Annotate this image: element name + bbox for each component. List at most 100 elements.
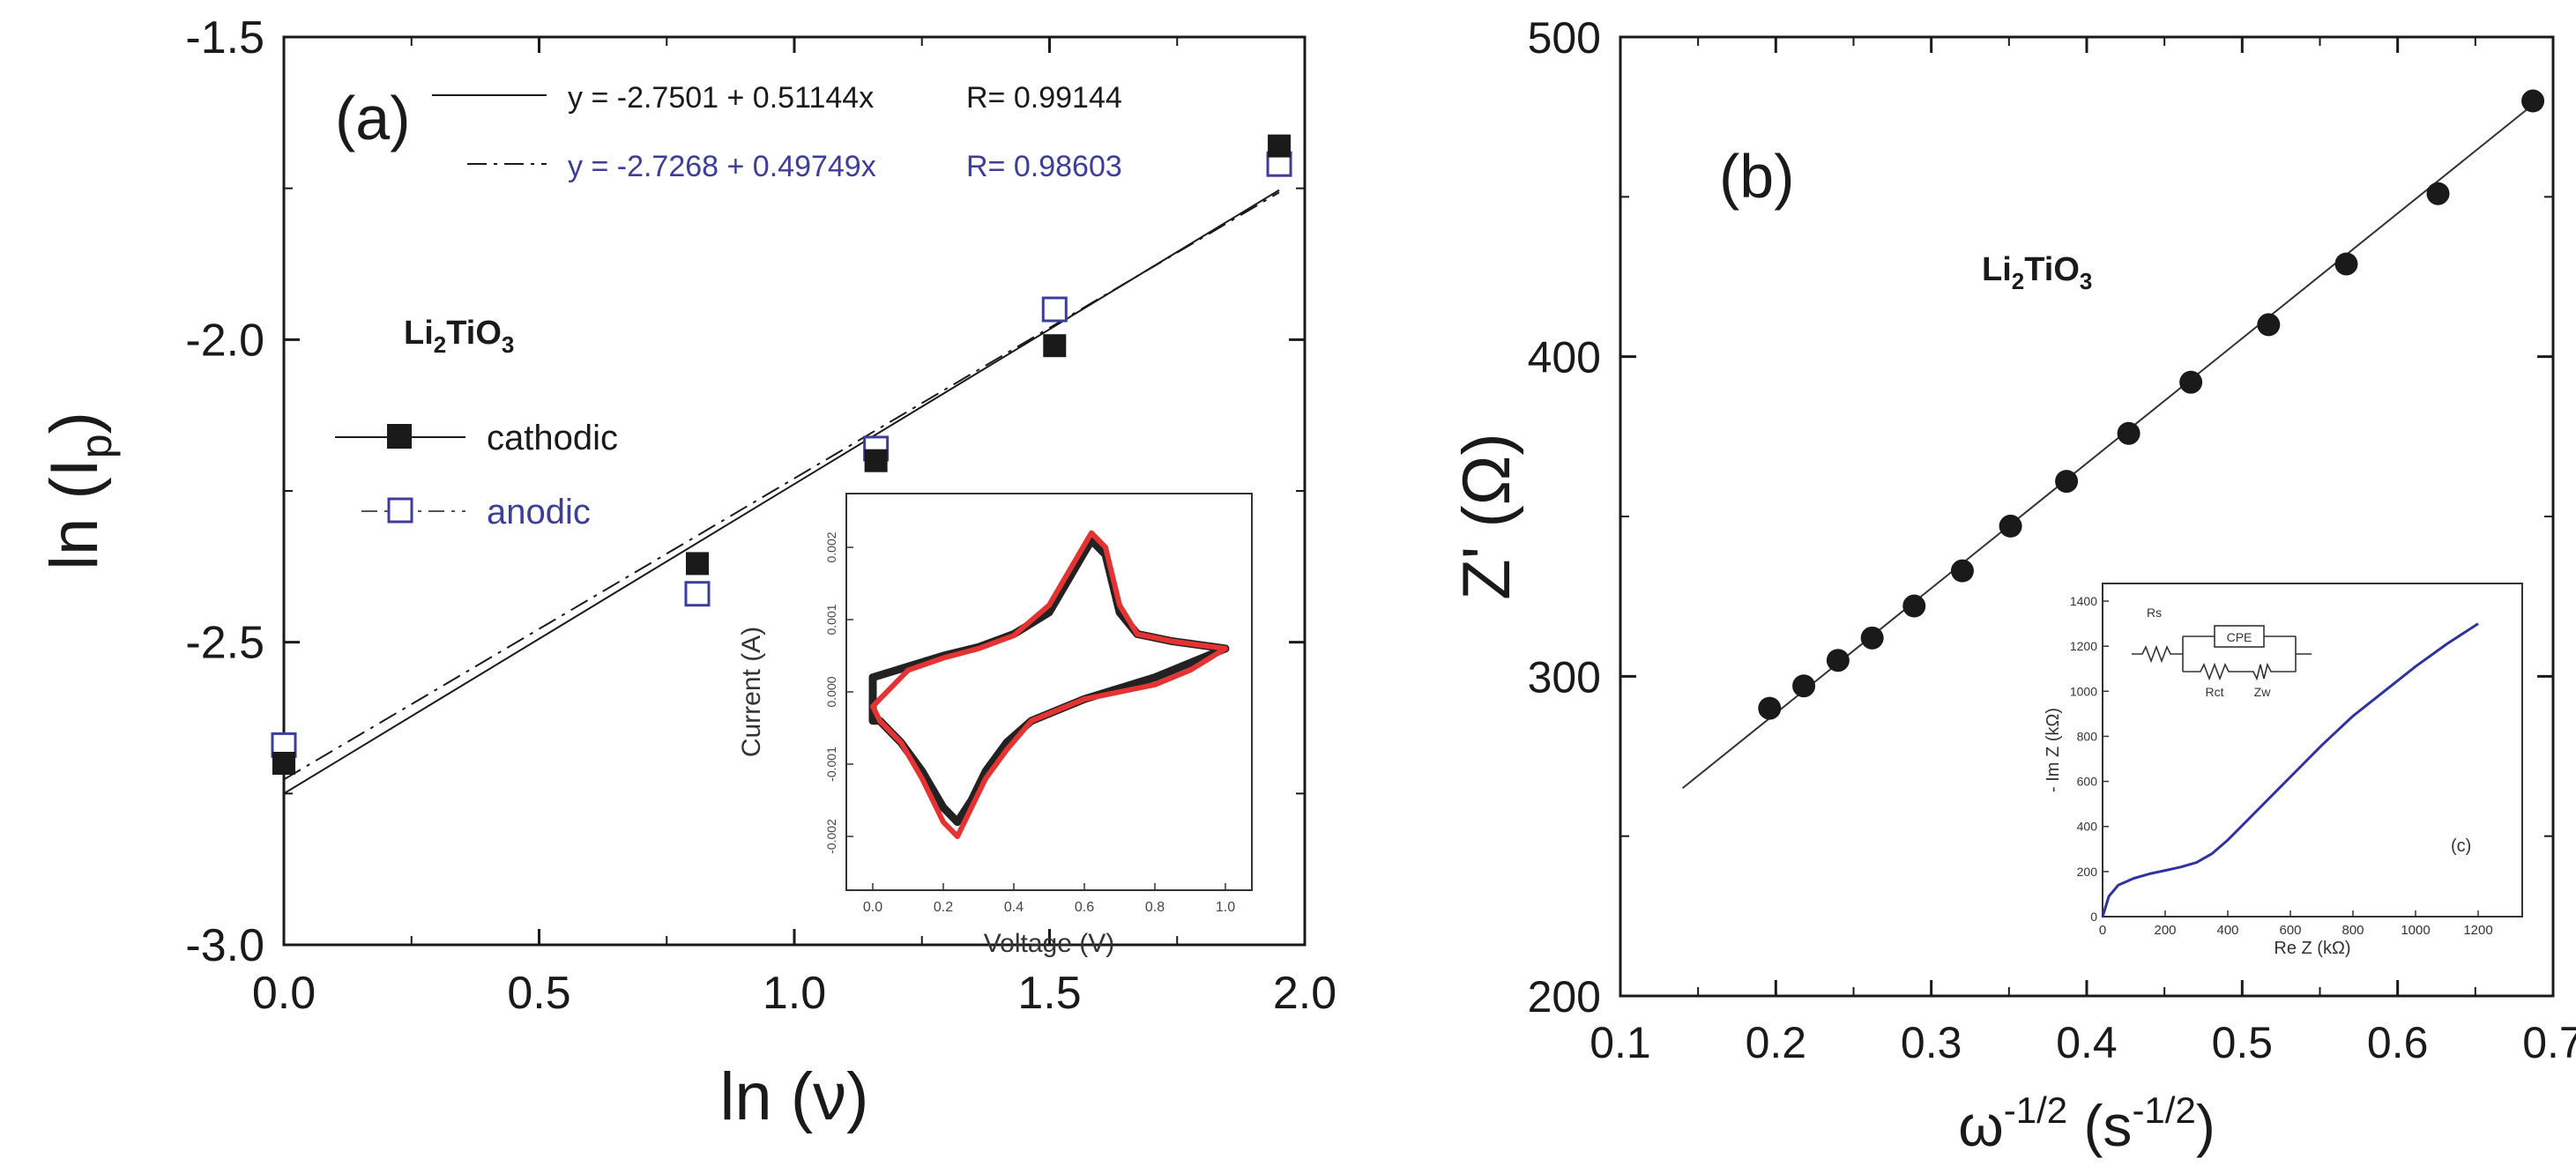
x-tick-label: 0.1 bbox=[1590, 1018, 1651, 1067]
y-tick-label: -3.0 bbox=[185, 920, 264, 971]
nyquist-inset-curve bbox=[2101, 622, 2479, 918]
cv-inset-x-tick-label: 0.0 bbox=[863, 900, 882, 915]
cv-inset-y-tick-label: -0.002 bbox=[824, 819, 838, 854]
fit-r-1: R= 0.99144 bbox=[966, 81, 1122, 115]
impedance-point bbox=[1792, 674, 1816, 698]
impedance-point bbox=[1860, 626, 1884, 650]
nyquist-inset-y-tick-label: 0 bbox=[2090, 910, 2097, 924]
nyquist-inset-x-tick-label: 800 bbox=[2341, 923, 2364, 938]
cv-inset-x-tick-label: 0.4 bbox=[1004, 900, 1024, 915]
nyquist-inset-y-tick-label: 600 bbox=[2077, 775, 2098, 789]
x-tick-label: 0.6 bbox=[2367, 1018, 2429, 1067]
nyquist-inset-x-axis-title: Re Z (kΩ) bbox=[2274, 939, 2350, 958]
impedance-point bbox=[1999, 514, 2022, 538]
panel-b-data-markers bbox=[1758, 89, 2545, 720]
x-tick-label: 0.2 bbox=[1746, 1018, 1807, 1067]
x-tick-label: 0.5 bbox=[507, 968, 570, 1019]
panel-a-label: (a) bbox=[335, 84, 411, 152]
legend-anodic-label: anodic bbox=[487, 493, 591, 531]
legend-cathodic-marker bbox=[387, 424, 412, 449]
cv-inset-x-tick-label: 1.0 bbox=[1216, 900, 1235, 915]
cv-inset-ticks bbox=[846, 546, 1226, 890]
panel-b-x-axis-title: ω-1/2 (s-1/2) bbox=[1958, 1089, 2215, 1158]
x-tick-label: 0.4 bbox=[2056, 1018, 2118, 1067]
panel-b-y-tick-labels: 200 300 400 500 bbox=[1528, 13, 1601, 1022]
x-tick-label: 0.5 bbox=[2212, 1018, 2274, 1067]
circuit-rct-resistor bbox=[2183, 662, 2245, 681]
panel-b-axis-ticks bbox=[1619, 35, 2555, 998]
y-tick-label: 400 bbox=[1528, 333, 1601, 383]
cathodic-point bbox=[272, 752, 295, 775]
panel-a-data-markers bbox=[271, 134, 1292, 775]
y-tick-label: -1.5 bbox=[185, 12, 264, 63]
fit-r-2: R= 0.98603 bbox=[966, 150, 1122, 183]
nyquist-inset-y-tick-label: 1000 bbox=[2070, 684, 2097, 698]
impedance-point bbox=[1950, 559, 1974, 583]
anodic-point bbox=[684, 581, 711, 607]
cathodic-point bbox=[1043, 334, 1067, 358]
impedance-point bbox=[2117, 421, 2140, 445]
nyquist-inset-x-tick-label: 400 bbox=[2216, 923, 2238, 938]
cv-inset-x-axis-title: Voltage (V) bbox=[984, 929, 1114, 958]
y-tick-label: 500 bbox=[1528, 13, 1601, 63]
x-tick-label: 0.7 bbox=[2522, 1018, 2576, 1067]
anodic-point bbox=[1041, 296, 1068, 323]
panel-b-compound-label: Li2TiO3 bbox=[1982, 251, 2092, 294]
panel-a-y-axis-title: ln (Ip) bbox=[37, 412, 121, 570]
impedance-point bbox=[1826, 649, 1850, 672]
circuit-zw-label: Zw bbox=[2254, 685, 2272, 699]
cv-inset-y-tick-label: 0.002 bbox=[824, 531, 838, 562]
impedance-point bbox=[1902, 594, 1926, 618]
nyquist-inset-y-tick-labels: 0 200 400 600 800 1000 1200 1400 bbox=[2070, 594, 2097, 924]
nyquist-inset-x-tick-label: 1000 bbox=[2401, 923, 2430, 938]
panel-b-fit-line bbox=[1681, 100, 2538, 790]
nyquist-inset-x-tick-label: 0 bbox=[2099, 923, 2106, 938]
panel-a-compound-label: Li2TiO3 bbox=[404, 315, 514, 358]
panel-b-label: (b) bbox=[1719, 142, 1795, 211]
panel-a-x-axis-title: ln (ν) bbox=[720, 1059, 869, 1134]
nyquist-inset-y-tick-label: 400 bbox=[2077, 820, 2098, 834]
x-tick-label: 1.0 bbox=[763, 968, 826, 1019]
fit-equation-1: y = -2.7501 + 0.51144x bbox=[568, 81, 874, 115]
x-tick-label: 0.3 bbox=[1901, 1018, 1962, 1067]
panel-b: (b) Li2TiO3 0.1 0.2 0.3 0.4 0.5 0.6 0.7 200 300… bbox=[1449, 13, 2576, 1158]
cv-inset-y-tick-label: 0.001 bbox=[824, 604, 838, 635]
panel-b-x-tick-labels: 0.1 0.2 0.3 0.4 0.5 0.6 0.7 bbox=[1590, 1018, 2576, 1067]
x-tick-label: 2.0 bbox=[1273, 968, 1336, 1019]
panel-a: (a) y = -2.7501 + 0.51144x R= 0.99144 y … bbox=[37, 12, 1336, 1134]
nyquist-inset-x-tick-label: 600 bbox=[2279, 923, 2301, 938]
impedance-point bbox=[2055, 470, 2079, 494]
circuit-rs-resistor bbox=[2132, 644, 2183, 664]
nyquist-inset-y-axis-title: - Im Z (kΩ) bbox=[2044, 708, 2063, 792]
cv-inset-y-axis-title: Current (A) bbox=[737, 627, 766, 757]
circuit-zw-element bbox=[2245, 662, 2296, 681]
cv-inset-x-tick-labels: 0.0 0.2 0.4 0.6 0.8 1.0 bbox=[863, 900, 1235, 915]
panel-b-y-axis-title: Z' (Ω) bbox=[1449, 433, 1524, 599]
cathodic-point bbox=[685, 552, 709, 576]
panel-a-x-tick-labels: 0.0 0.5 1.0 1.5 2.0 bbox=[252, 968, 1336, 1019]
cv-inset-frame bbox=[845, 493, 1253, 891]
linear-fit-line bbox=[1681, 100, 2538, 790]
nyquist-inset-label: (c) bbox=[2451, 836, 2471, 856]
cv-inset-x-tick-label: 0.8 bbox=[1145, 900, 1165, 915]
legend-anodic-marker bbox=[387, 497, 413, 524]
cv-inset-y-tick-labels: -0.002 -0.001 0.000 0.001 0.002 bbox=[824, 531, 838, 854]
y-tick-label: -2.0 bbox=[185, 315, 264, 366]
fit-line-2 bbox=[283, 191, 1280, 781]
y-tick-label: 200 bbox=[1528, 972, 1601, 1022]
nyquist-inset-x-tick-labels: 0 200 400 600 800 1000 1200 bbox=[2099, 923, 2493, 938]
cv-inset-x-tick-label: 0.6 bbox=[1075, 900, 1094, 915]
cathodic-point bbox=[1268, 134, 1292, 158]
nyquist-inset-x-tick-label: 1200 bbox=[2463, 923, 2492, 938]
impedance-point bbox=[2426, 182, 2450, 205]
circuit-rs-label: Rs bbox=[2147, 606, 2162, 620]
nyquist-inset-y-tick-label: 1200 bbox=[2070, 639, 2097, 653]
nyquist-inset-ticks bbox=[2102, 600, 2479, 918]
legend-cathodic-label: cathodic bbox=[487, 419, 618, 457]
panel-b-nyquist-inset: 0 200 400 600 800 1000 1200 0 200 400 600 800 1000 1… bbox=[2044, 583, 2523, 958]
panel-a-fit-lines bbox=[283, 189, 1280, 795]
cv-curve-red bbox=[870, 530, 1228, 839]
y-tick-label: -2.5 bbox=[185, 618, 264, 669]
nyquist-inset-y-tick-label: 1400 bbox=[2070, 594, 2097, 608]
